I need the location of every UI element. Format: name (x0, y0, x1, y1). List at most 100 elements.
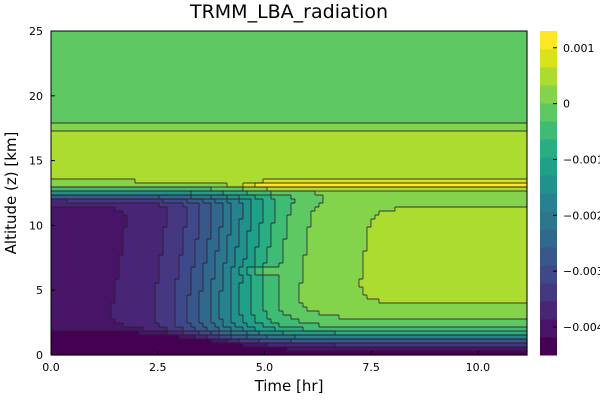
contour-cell (139, 283, 144, 288)
contour-cell (143, 259, 148, 264)
contour-cell (207, 195, 212, 200)
contour-cell (295, 247, 300, 252)
contour-cell (487, 211, 492, 216)
contour-cell (247, 259, 252, 264)
contour-cell (371, 343, 376, 348)
contour-cell (351, 339, 356, 344)
contour-cell (479, 287, 484, 292)
contour-cell (79, 231, 84, 236)
contour-cell (347, 343, 352, 348)
contour-cell (443, 191, 448, 196)
contour-cell (475, 335, 480, 340)
contour-cell (483, 255, 488, 260)
contour-cell (255, 243, 260, 248)
contour-cell (459, 279, 464, 284)
contour-cell (75, 339, 80, 344)
contour-cell (427, 255, 432, 260)
contour-cell (311, 247, 316, 252)
contour-cell (403, 335, 408, 340)
contour-cell (487, 203, 492, 208)
contour-cell (335, 263, 340, 268)
contour-cell (415, 303, 420, 308)
contour-cell (291, 347, 296, 352)
contour-cell (227, 351, 232, 356)
contour-cell (435, 267, 440, 272)
contour-cell (215, 207, 220, 212)
contour-cell (287, 295, 292, 300)
contour-cell (347, 271, 352, 276)
contour-cell (271, 235, 276, 240)
contour-cell (183, 295, 188, 300)
contour-cell (215, 295, 220, 300)
contour-cell (155, 291, 160, 296)
contour-cell (179, 231, 184, 236)
contour-cell (83, 235, 88, 240)
contour-cell (499, 263, 504, 268)
contour-cell (147, 207, 152, 212)
contour-cell (391, 307, 396, 312)
contour-cell (95, 339, 100, 344)
contour-cell (191, 263, 196, 268)
contour-cell (427, 283, 432, 288)
contour-cell (83, 215, 88, 220)
contour-cell (159, 335, 164, 340)
contour-cell (275, 351, 280, 356)
contour-cell (123, 295, 128, 300)
contour-cell (511, 203, 516, 208)
contour-cell (207, 199, 212, 204)
contour-cell (411, 243, 416, 248)
contour-cell (419, 191, 424, 196)
contour-cell (263, 223, 268, 228)
contour-cell (183, 283, 188, 288)
contour-cell (187, 271, 192, 276)
contour-cell (339, 199, 344, 204)
contour-cell (231, 307, 236, 312)
contour-cell (391, 335, 396, 340)
contour-cell (247, 215, 252, 220)
contour-cell (479, 267, 484, 272)
contour-cell (267, 235, 272, 240)
contour-cell (515, 287, 520, 292)
contour-cell (267, 315, 272, 320)
contour-cell (183, 319, 188, 324)
contour-cell (239, 231, 244, 236)
contour-cell (447, 211, 452, 216)
contour-cell (63, 311, 68, 316)
contour-cell (135, 347, 140, 352)
contour-cell (403, 255, 408, 260)
contour-cell (55, 199, 60, 204)
contour-cell (323, 319, 328, 324)
contour-cell (307, 247, 312, 252)
contour-cell (463, 323, 468, 328)
contour-cell (463, 239, 468, 244)
contour-cell (523, 191, 528, 196)
contour-cell (319, 311, 324, 316)
contour-cell (327, 223, 332, 228)
contour-cell (207, 279, 212, 284)
contour-cell (419, 239, 424, 244)
contour-cell (519, 307, 524, 312)
contour-cell (315, 267, 320, 272)
contour-cell (507, 319, 512, 324)
contour-cell (519, 199, 524, 204)
contour-cell (103, 347, 108, 352)
contour-cell (423, 315, 428, 320)
contour-cell (351, 331, 356, 336)
contour-cell (443, 227, 448, 232)
contour-cell (199, 231, 204, 236)
contour-cell (343, 303, 348, 308)
contour-cell (51, 275, 56, 280)
contour-cell (307, 319, 312, 324)
contour-cell (451, 275, 456, 280)
contour-cell (383, 335, 388, 340)
contour-cell (115, 211, 120, 216)
contour-cell (523, 227, 528, 232)
contour-cell (71, 291, 76, 296)
contour-cell (87, 239, 92, 244)
contour-cell (115, 331, 120, 336)
contour-cell (319, 335, 324, 340)
contour-cell (243, 231, 248, 236)
contour-cell (259, 259, 264, 264)
contour-cell (275, 207, 280, 212)
contour-cell (231, 335, 236, 340)
